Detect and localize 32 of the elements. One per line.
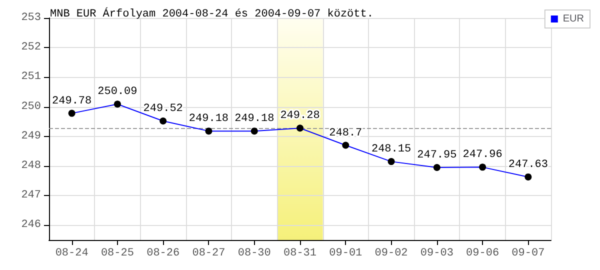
x-tick-label: 08-31 — [283, 248, 317, 260]
data-label: 247.95 — [417, 149, 457, 162]
x-tick-label: 09-02 — [374, 248, 408, 260]
legend-label: EUR — [562, 14, 584, 24]
x-tick-label: 09-01 — [329, 248, 363, 260]
data-label: 249.18 — [234, 113, 274, 126]
y-tick-label: 252 — [21, 42, 41, 54]
y-tick-label: 249 — [21, 130, 41, 142]
x-tick-label: 08-24 — [55, 248, 89, 260]
x-tick-label: 09-07 — [512, 248, 545, 260]
x-tick-label: 08-26 — [146, 248, 180, 260]
y-tick-label: 248 — [21, 160, 41, 172]
y-tick-label: 253 — [21, 12, 41, 24]
y-tick-label: 247 — [21, 190, 41, 202]
data-label: 249.52 — [143, 103, 183, 116]
x-tick-label: 08-27 — [192, 248, 226, 260]
x-tick-label: 09-03 — [420, 248, 454, 260]
data-label: 249.18 — [188, 113, 229, 126]
data-label: 247.96 — [462, 149, 502, 162]
x-tick-label: 08-25 — [100, 248, 134, 260]
y-tick-label: 251 — [21, 71, 42, 84]
data-label: 249.78 — [52, 95, 92, 108]
chart-title: MNB EUR Árfolyam 2004-08-24 és 2004-09-07 között. — [50, 6, 374, 20]
x-tick-label: 08-30 — [238, 248, 271, 260]
data-label: 250.09 — [98, 86, 138, 98]
data-label: 247.63 — [508, 158, 548, 171]
data-label: 248.7 — [329, 127, 362, 140]
x-tick-label: 09-06 — [466, 248, 500, 260]
y-tick-label: 250 — [21, 100, 41, 113]
data-label: 248.15 — [371, 144, 412, 156]
data-label: 249.28 — [280, 110, 320, 122]
y-tick-label: 246 — [21, 219, 41, 232]
